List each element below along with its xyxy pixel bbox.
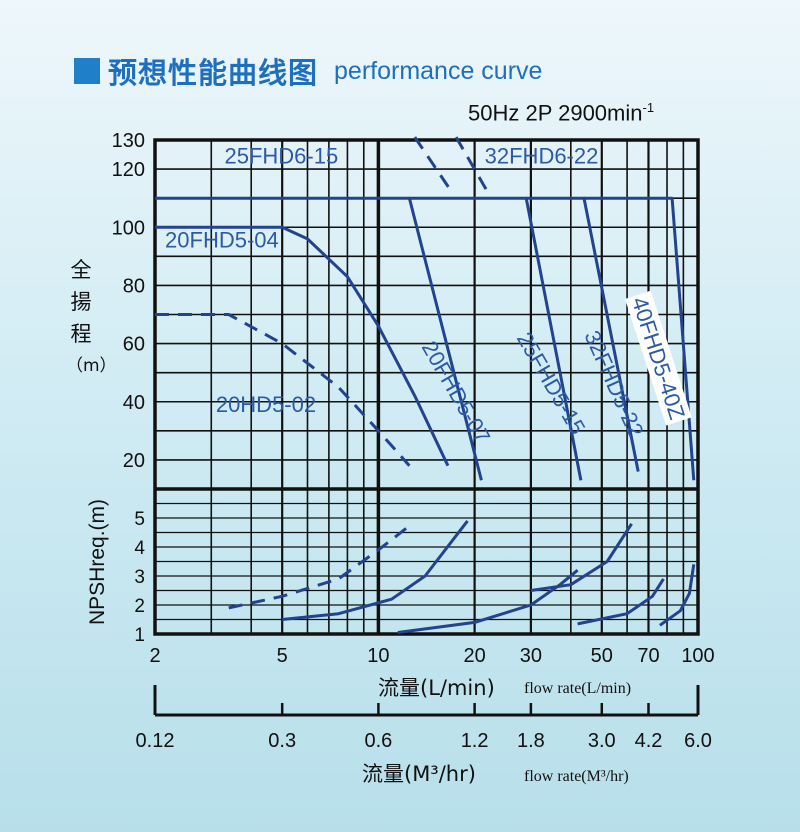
head-label-char: 全 (70, 258, 92, 282)
head-tick-label: 120 (112, 159, 145, 181)
x-axis-label-m3hr: 流量(M³/hr) (362, 762, 476, 786)
chart-frame (153, 138, 700, 636)
secondary-tick-label: 6.0 (684, 730, 712, 752)
npsh-tick-label: 5 (134, 509, 145, 530)
x-tick-label: 10 (367, 645, 389, 667)
secondary-tick-label: 1.2 (461, 730, 489, 752)
npsh-curve (577, 578, 665, 626)
condition-superscript: -1 (642, 100, 655, 115)
head-curve-32fhd6-22 (454, 136, 490, 194)
head-curve-20fhd5-04 (155, 225, 450, 467)
npsh-tick-label: 3 (134, 567, 145, 588)
x-axis-label-lmin: 流量(L/min) (378, 676, 495, 700)
head-curve-25fhd6-15 (413, 136, 454, 194)
head-tick-label: 80 (123, 275, 145, 297)
secondary-tick-label: 4.2 (635, 730, 663, 752)
title-english: performance curve (334, 56, 543, 85)
x-axis-label-m3hr-en: flow rate(M³/hr) (524, 768, 629, 785)
chart-title: 预想性能曲线图 performance curve (74, 50, 542, 92)
x-tick-label: 5 (277, 645, 288, 667)
secondary-tick-label: 0.12 (136, 730, 175, 752)
curve-label: 25FHD5-15 (512, 328, 591, 439)
condition-text: 50Hz 2P 2900min (468, 100, 643, 126)
head-tick-label: 100 (112, 217, 145, 239)
title-chinese: 预想性能曲线图 (108, 56, 319, 90)
x-axis-label-lmin-en: flow rate(L/min) (524, 680, 631, 697)
head-label-char: 揚 (70, 290, 92, 314)
head-tick-label: 20 (123, 450, 145, 472)
npsh-tick-label: 1 (134, 625, 145, 646)
x-tick-label: 50 (591, 645, 613, 667)
head-tick-label: 130 (112, 130, 145, 152)
title-square-icon (74, 58, 100, 84)
x-tick-label: 2 (149, 645, 160, 667)
x-tick-label: 100 (681, 645, 714, 667)
secondary-tick-label: 0.6 (364, 730, 392, 752)
secondary-tick-label: 1.8 (517, 730, 545, 752)
curve-label: 20FHD5-04 (165, 228, 279, 253)
head-tick-label: 40 (123, 392, 145, 414)
x-tick-label: 30 (520, 645, 542, 667)
head-tick-label: 60 (123, 334, 145, 356)
head-label-char: 程 (70, 322, 92, 346)
npsh-curve (659, 564, 696, 627)
head-curve-20hd5-02 (155, 313, 411, 467)
secondary-flow-axis: 0.12 0.3 0.6 1.2 1.8 3.0 4.2 6.0 (136, 685, 712, 752)
x-tick-label: 20 (463, 645, 485, 667)
curve-label: 20HD5-02 (216, 392, 316, 417)
curves (155, 136, 696, 634)
curve-label: 32FHD6-22 (485, 143, 599, 168)
plot-border (153, 138, 700, 636)
npsh-curve (530, 522, 633, 592)
operating-condition: 50Hz 2P 2900min-1 (468, 100, 654, 126)
secondary-tick-label: 3.0 (588, 730, 616, 752)
x-tick-label: 70 (637, 645, 659, 667)
head-curve-40fhd5-40z (584, 196, 696, 481)
curve-label-box (625, 290, 692, 426)
npsh-tick-label: 2 (134, 596, 145, 617)
npsh-curve (397, 569, 579, 634)
npsh-curve (282, 519, 469, 621)
npsh-tick-label: 4 (134, 538, 145, 559)
npsh-curve (228, 525, 410, 610)
curve-label: 25FHD6-15 (225, 143, 339, 168)
secondary-tick-label: 0.3 (268, 730, 296, 752)
